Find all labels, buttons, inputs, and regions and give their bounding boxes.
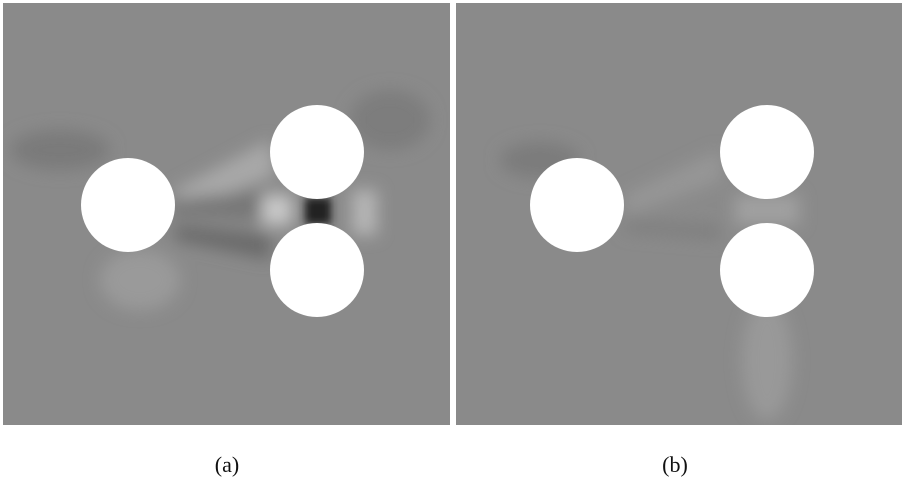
rod xyxy=(720,223,814,317)
artifacts xyxy=(10,90,430,310)
panel-b xyxy=(456,3,902,425)
rod xyxy=(530,158,624,252)
rod xyxy=(720,105,814,199)
rod xyxy=(81,158,175,252)
panel-a xyxy=(3,3,450,425)
caption: (a) xyxy=(215,452,239,477)
rod xyxy=(270,105,364,199)
panel-background xyxy=(456,3,902,425)
caption: (b) xyxy=(662,452,688,477)
rod xyxy=(270,223,364,317)
dark-gap xyxy=(305,198,331,224)
